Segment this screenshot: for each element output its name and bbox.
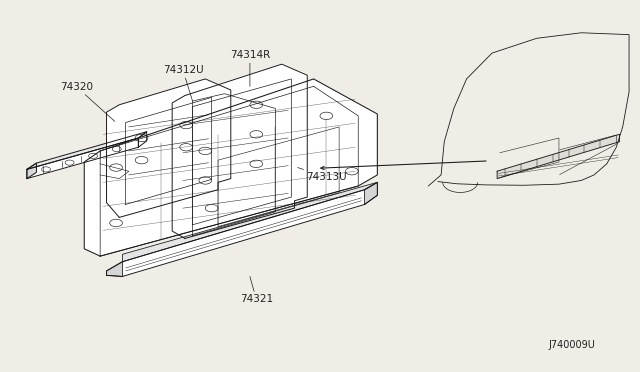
Polygon shape	[497, 134, 620, 179]
Polygon shape	[106, 79, 231, 217]
Polygon shape	[27, 138, 138, 179]
Text: 74314R: 74314R	[230, 51, 270, 86]
Polygon shape	[27, 163, 36, 179]
Text: 74320: 74320	[60, 82, 115, 121]
Text: 74312U: 74312U	[163, 65, 204, 101]
Polygon shape	[27, 132, 147, 169]
Polygon shape	[106, 262, 122, 276]
Text: J740009U: J740009U	[548, 340, 595, 350]
Polygon shape	[172, 64, 307, 238]
Polygon shape	[84, 79, 378, 256]
Polygon shape	[106, 182, 378, 276]
Polygon shape	[122, 182, 378, 262]
Polygon shape	[138, 132, 147, 147]
Text: 74321: 74321	[240, 276, 273, 304]
Text: 74313U: 74313U	[298, 167, 347, 182]
Polygon shape	[365, 182, 378, 205]
